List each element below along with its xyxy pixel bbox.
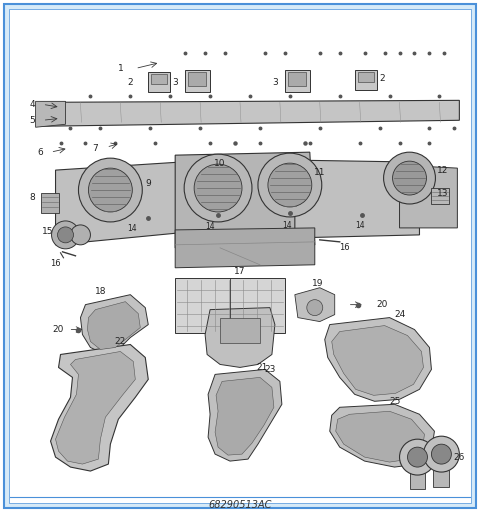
Polygon shape: [175, 228, 315, 268]
Text: 9: 9: [145, 179, 151, 187]
Text: 16: 16: [339, 243, 350, 252]
Polygon shape: [36, 101, 65, 127]
Text: 14: 14: [205, 222, 215, 231]
Text: 13: 13: [437, 188, 448, 198]
Bar: [355, 71, 377, 91]
Text: 68290513AC: 68290513AC: [208, 500, 272, 510]
Polygon shape: [175, 152, 315, 248]
Bar: [148, 72, 170, 92]
Circle shape: [423, 436, 459, 472]
Circle shape: [51, 221, 80, 249]
Polygon shape: [215, 377, 274, 455]
Text: 25: 25: [389, 397, 400, 406]
Polygon shape: [56, 160, 210, 245]
Polygon shape: [399, 165, 457, 228]
Text: 23: 23: [264, 365, 276, 374]
Text: 16: 16: [50, 259, 61, 268]
Polygon shape: [325, 317, 432, 401]
Text: 20: 20: [376, 300, 387, 309]
Polygon shape: [295, 160, 420, 238]
Text: 7: 7: [93, 144, 98, 153]
Circle shape: [78, 158, 142, 222]
Polygon shape: [330, 404, 434, 467]
Text: 3: 3: [272, 78, 278, 87]
Text: 5: 5: [30, 116, 36, 125]
Text: 15: 15: [42, 227, 53, 237]
Text: 24: 24: [394, 310, 405, 319]
Text: 4: 4: [30, 100, 36, 109]
Bar: [220, 317, 260, 343]
Bar: [41, 193, 59, 213]
Text: 3: 3: [172, 78, 178, 87]
Polygon shape: [87, 302, 140, 350]
Circle shape: [408, 447, 428, 467]
Text: 17: 17: [234, 267, 246, 276]
Bar: [188, 72, 206, 87]
Text: 22: 22: [115, 337, 126, 346]
Text: 12: 12: [437, 165, 448, 175]
Circle shape: [384, 152, 435, 204]
Text: 8: 8: [30, 193, 36, 202]
Polygon shape: [56, 351, 135, 464]
Bar: [288, 72, 306, 87]
Text: 1: 1: [118, 64, 123, 73]
Circle shape: [88, 168, 132, 212]
Text: 14: 14: [128, 224, 137, 233]
Text: 6: 6: [38, 147, 44, 157]
Text: 2: 2: [380, 74, 385, 83]
Text: 19: 19: [312, 279, 324, 288]
Polygon shape: [409, 461, 425, 489]
Text: 26: 26: [454, 453, 465, 462]
Polygon shape: [50, 345, 148, 471]
Bar: [175, 278, 285, 332]
Polygon shape: [433, 458, 449, 487]
Circle shape: [432, 444, 451, 464]
Polygon shape: [41, 100, 459, 126]
Polygon shape: [205, 308, 275, 368]
Polygon shape: [336, 411, 424, 462]
Text: 14: 14: [355, 221, 364, 230]
Circle shape: [399, 439, 435, 475]
Text: 2: 2: [128, 78, 133, 87]
Text: 10: 10: [214, 159, 226, 167]
Circle shape: [71, 225, 90, 245]
Bar: [432, 188, 449, 204]
Circle shape: [194, 164, 242, 212]
Text: 20: 20: [53, 325, 64, 334]
Bar: [285, 71, 310, 92]
Circle shape: [268, 163, 312, 207]
Text: 14: 14: [282, 221, 292, 230]
Polygon shape: [332, 326, 423, 395]
Circle shape: [393, 161, 426, 195]
Bar: [358, 72, 373, 82]
Text: 21: 21: [256, 363, 268, 372]
Circle shape: [184, 154, 252, 222]
Text: 11: 11: [314, 167, 325, 177]
Circle shape: [258, 153, 322, 217]
Bar: [151, 74, 167, 84]
Text: 18: 18: [95, 287, 106, 296]
Circle shape: [307, 300, 323, 315]
Polygon shape: [208, 370, 282, 461]
Polygon shape: [81, 295, 148, 354]
Polygon shape: [295, 288, 335, 322]
Bar: [185, 71, 210, 92]
Circle shape: [58, 227, 73, 243]
